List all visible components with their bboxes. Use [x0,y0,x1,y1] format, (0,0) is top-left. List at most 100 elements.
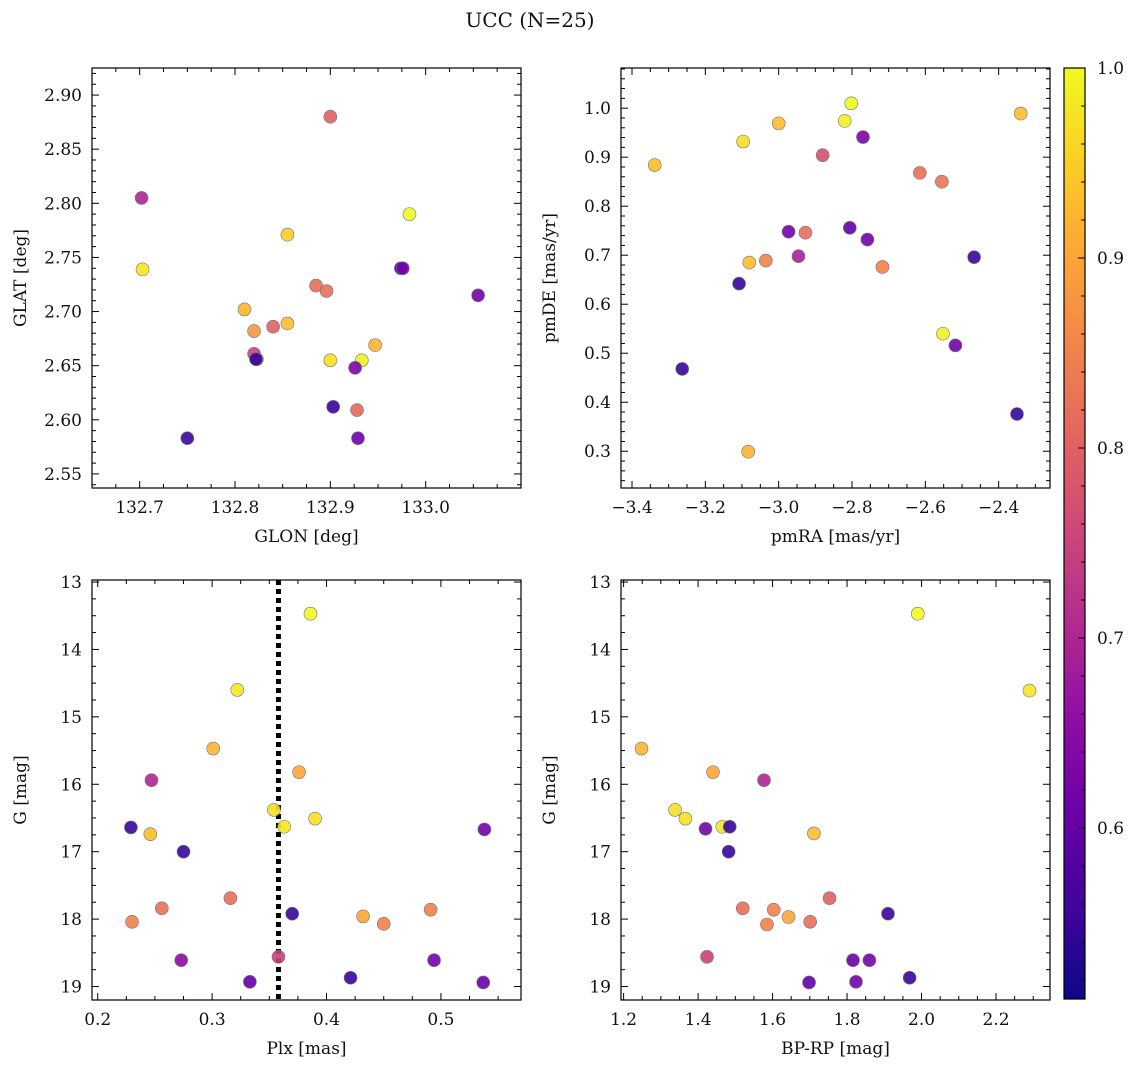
data-point [176,844,191,859]
y-tick-label: 16 [60,775,82,795]
data-point [849,974,863,989]
x-tick-label: 0.2 [84,1010,111,1030]
data-point [1013,106,1028,121]
data-point [721,844,736,859]
data-point [144,773,159,788]
y-tick-label: 18 [589,910,611,930]
y-axis-label: pmDE [mas/yr] [540,213,560,343]
data-point [395,261,410,276]
y-tick-label: 0.7 [584,246,611,266]
x-tick-label: 0.5 [427,1010,454,1030]
data-point [308,811,322,826]
y-tick-label: 15 [60,708,82,728]
data-point [351,431,365,446]
colorbar-gradient [1064,68,1085,999]
data-point [741,444,756,459]
data-point [781,910,796,924]
data-point [376,917,391,931]
data-point [271,950,286,964]
figure-title: UCC (N=25) [465,8,594,32]
data-point [881,906,895,921]
data-point [223,891,238,906]
colorbar: 0.6 0.7 0.8 0.9 1.0 [1063,59,1124,1000]
data-point [807,826,821,841]
x-tick-label: 2.2 [982,1010,1009,1030]
data-point [647,158,662,172]
y-tick-label: 0.6 [584,295,611,315]
data-point [842,220,857,235]
data-point [634,741,649,756]
panel-plx-g: 0.2 0.3 0.4 0.5 13 14 15 16 17 18 19 Plx [mas] G [ma… [11,573,522,1059]
x-tick-label: 1.4 [685,1010,712,1030]
data-point [781,224,796,239]
data-point [910,606,925,621]
plot-frame [91,579,522,1001]
plot-frame [620,67,1051,489]
data-point [1022,683,1037,698]
colorbar-tick-label: 0.6 [1097,819,1124,839]
x-tick-label: −3.2 [685,498,726,518]
colorbar-tick-label: 1.0 [1097,59,1124,79]
y-tick-label: 13 [589,573,611,593]
data-point [967,250,981,264]
y-tick-label: 0.8 [584,197,611,217]
y-tick-label: 0.9 [584,148,611,168]
data-point [935,174,949,189]
data-point [368,338,382,352]
data-point [700,950,714,964]
y-tick-label: 2.75 [44,248,82,268]
data-point [143,827,158,841]
data-point [303,606,318,621]
data-point [477,822,492,837]
data-point [802,975,816,990]
data-point [860,232,875,247]
panel-pmra-pmde: −3.4 −3.2 −3.0 −2.8 −2.6 −2.4 0.3 0.4 0.5 0.6 0.7 0… [540,67,1051,547]
x-tick-label: −2.8 [831,498,872,518]
x-tick-label: −3.0 [758,498,799,518]
data-point [936,326,950,341]
panel-glon-glat: 132.7 132.8 132.9 133.0 2.55 2.60 2.65 2.70 2.75… [11,67,522,547]
data-point [736,134,750,149]
data-point [803,914,817,929]
y-tick-label: 14 [60,640,82,660]
data-point [277,819,291,834]
data-point [280,227,295,242]
data-point [343,970,358,985]
y-tick-label: 14 [589,640,611,660]
x-tick-label: 0.4 [313,1010,340,1030]
data-point [757,773,771,788]
data-point [798,225,813,240]
y-tick-label: 18 [60,910,82,930]
y-axis-label: GLAT [deg] [11,229,31,327]
data-point [902,970,917,985]
data-point [174,953,189,968]
data-point [249,352,263,366]
data-point [230,683,245,697]
data-point [135,262,150,277]
y-tick-label: 2.60 [44,411,82,431]
data-point [206,741,221,756]
y-tick-label: 2.65 [44,357,82,377]
x-axis-label: Plx [mas] [266,1039,346,1059]
y-tick-label: 2.85 [44,140,82,160]
data-point [822,891,837,906]
data-point [759,253,773,268]
data-point [280,316,295,331]
data-point [732,276,746,291]
y-tick-label: 19 [60,978,82,998]
x-tick-label: 0.3 [199,1010,226,1030]
data-point [815,148,830,163]
colorbar-tick-label: 0.8 [1097,439,1124,459]
data-point [243,974,257,989]
data-point [348,361,362,375]
x-tick-label: −2.4 [978,498,1019,518]
data-point [735,901,750,916]
data-point [698,821,713,836]
x-tick-label: 133.0 [401,498,450,518]
data-point [742,255,757,270]
data-point [766,902,781,917]
data-point [856,130,870,144]
data-point [722,819,737,834]
data-point [402,207,417,221]
